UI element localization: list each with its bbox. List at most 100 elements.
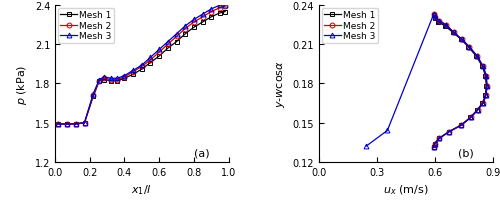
Mesh 1 — [82, 122, 87, 124]
Mesh 1 — [474, 109, 480, 111]
Mesh 1 — [174, 41, 180, 44]
Mesh 3 — [130, 70, 136, 72]
Mesh 1 — [458, 124, 464, 127]
Mesh 2 — [130, 71, 136, 74]
Mesh 3 — [191, 19, 197, 21]
Mesh 1 — [122, 78, 128, 80]
Mesh 3 — [73, 123, 79, 126]
Mesh 1 — [458, 39, 464, 41]
Mesh 2 — [458, 39, 464, 41]
Mesh 2 — [480, 102, 486, 105]
Mesh 2 — [108, 79, 114, 81]
Mesh 3 — [174, 33, 180, 36]
Mesh 1 — [182, 33, 188, 36]
Mesh 2 — [191, 22, 197, 24]
Mesh 2 — [182, 28, 188, 31]
Mesh 2 — [480, 66, 486, 68]
Mesh 3 — [480, 66, 486, 68]
Mesh 2 — [82, 122, 87, 124]
Mesh 3 — [90, 93, 96, 96]
Mesh 3 — [165, 41, 171, 44]
Mesh 2 — [475, 109, 481, 111]
Mesh 2 — [484, 85, 490, 88]
Mesh 2 — [436, 137, 442, 140]
Mesh 2 — [96, 80, 102, 83]
Mesh 3 — [458, 124, 464, 127]
Mesh 2 — [430, 14, 436, 16]
X-axis label: $x_1/l$: $x_1/l$ — [132, 182, 152, 196]
Text: (b): (b) — [458, 148, 473, 158]
Mesh 3 — [451, 32, 457, 34]
Mesh 1 — [139, 69, 145, 71]
Mesh 1 — [442, 26, 448, 28]
Mesh 3 — [480, 102, 486, 105]
Mesh 1 — [90, 96, 96, 98]
Y-axis label: $p$ (kPa): $p$ (kPa) — [15, 64, 29, 104]
Mesh 3 — [431, 146, 437, 149]
Mesh 2 — [208, 11, 214, 14]
Mesh 2 — [483, 75, 489, 77]
Mesh 2 — [466, 46, 472, 49]
Line: Mesh 3: Mesh 3 — [364, 13, 490, 150]
Y-axis label: $y$-$w$cos$\alpha$: $y$-$w$cos$\alpha$ — [275, 60, 287, 108]
Mesh 3 — [64, 123, 70, 126]
Mesh 1 — [482, 94, 488, 97]
Mesh 2 — [90, 95, 96, 97]
Mesh 3 — [466, 46, 472, 49]
Mesh 3 — [446, 131, 452, 133]
Legend: Mesh 1, Mesh 2, Mesh 3: Mesh 1, Mesh 2, Mesh 3 — [322, 9, 378, 44]
Mesh 3 — [139, 65, 145, 67]
Mesh 2 — [446, 131, 452, 133]
Mesh 3 — [114, 78, 120, 80]
Mesh 1 — [200, 22, 205, 24]
Mesh 1 — [432, 143, 438, 145]
Mesh 3 — [436, 137, 442, 140]
Mesh 1 — [450, 32, 456, 34]
Mesh 2 — [217, 7, 223, 10]
Mesh 1 — [484, 85, 490, 88]
Mesh 2 — [451, 32, 457, 34]
Line: Mesh 1: Mesh 1 — [431, 14, 489, 150]
X-axis label: $u_x$ (m/s): $u_x$ (m/s) — [383, 182, 428, 196]
Mesh 3 — [474, 55, 480, 58]
Mesh 2 — [436, 20, 442, 23]
Mesh 3 — [384, 130, 390, 132]
Mesh 2 — [114, 79, 120, 81]
Mesh 2 — [165, 44, 171, 46]
Mesh 3 — [468, 117, 474, 119]
Mesh 3 — [483, 94, 489, 97]
Mesh 3 — [102, 76, 107, 79]
Mesh 3 — [222, 5, 228, 7]
Line: Mesh 2: Mesh 2 — [56, 5, 228, 127]
Mesh 2 — [432, 16, 438, 19]
Mesh 3 — [208, 9, 214, 11]
Mesh 1 — [432, 18, 438, 20]
Mesh 2 — [102, 78, 107, 80]
Mesh 1 — [114, 80, 120, 83]
Mesh 3 — [432, 16, 438, 19]
Mesh 2 — [443, 24, 449, 27]
Mesh 2 — [483, 94, 489, 97]
Mesh 2 — [222, 6, 228, 8]
Mesh 3 — [96, 79, 102, 81]
Mesh 1 — [468, 117, 473, 119]
Mesh 1 — [466, 46, 471, 49]
Mesh 2 — [56, 123, 62, 126]
Mesh 1 — [73, 123, 79, 126]
Mesh 1 — [430, 146, 436, 149]
Line: Mesh 1: Mesh 1 — [56, 10, 228, 127]
Mesh 1 — [480, 66, 486, 68]
Mesh 3 — [82, 122, 87, 124]
Mesh 3 — [56, 123, 62, 126]
Mesh 3 — [217, 5, 223, 7]
Mesh 1 — [446, 131, 452, 133]
Mesh 2 — [431, 146, 437, 149]
Mesh 1 — [64, 123, 70, 126]
Mesh 1 — [156, 56, 162, 58]
Text: (a): (a) — [194, 148, 210, 158]
Mesh 3 — [108, 78, 114, 80]
Mesh 2 — [468, 117, 474, 119]
Mesh 1 — [130, 74, 136, 76]
Mesh 1 — [208, 16, 214, 19]
Mesh 3 — [475, 109, 481, 111]
